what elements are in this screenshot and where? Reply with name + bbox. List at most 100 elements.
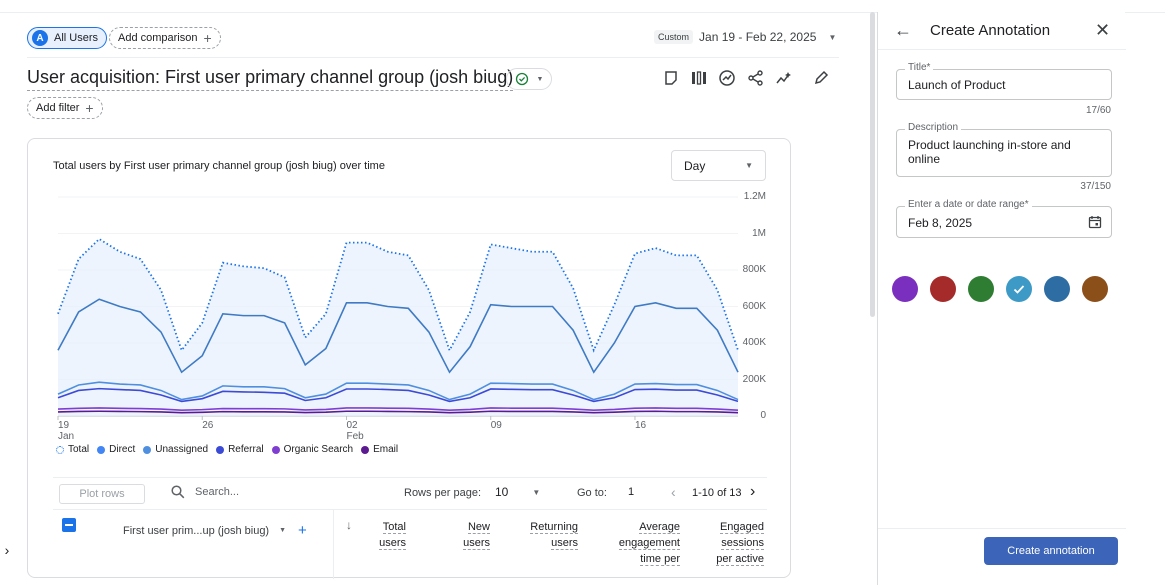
table-search[interactable]: Search... <box>171 485 239 499</box>
y-tick-label: 400K <box>742 337 766 348</box>
top-divider <box>0 12 1165 13</box>
color-swatch-teal-selected[interactable] <box>1006 276 1032 302</box>
go-to-input[interactable]: 1 <box>628 486 635 498</box>
trend-spark-icon[interactable] <box>773 67 795 89</box>
x-tick-label: 26 <box>202 420 214 431</box>
add-filter-button[interactable]: Add filter + <box>27 97 103 119</box>
color-swatch-purple[interactable] <box>892 276 918 302</box>
y-tick-label: 200K <box>742 373 766 385</box>
legend-dot <box>271 445 280 454</box>
legend-label: Organic Search <box>283 444 354 455</box>
legend-item-organic-search[interactable]: Organic Search <box>271 444 354 455</box>
caret-down-icon: ▼ <box>532 487 541 497</box>
table-divider-top <box>53 477 767 478</box>
date-field[interactable]: Enter a date or date range* Feb 8, 2025 <box>896 199 1112 238</box>
y-tick-label: 0 <box>760 410 766 421</box>
description-field-label: Description <box>905 122 962 133</box>
create-annotation-label: Create annotation <box>1007 545 1095 557</box>
status-dropdown[interactable]: ▼ <box>506 68 552 90</box>
plus-icon: + <box>203 30 212 46</box>
col-avg-engagement[interactable]: Average engagement time per <box>618 521 680 566</box>
color-swatch-red[interactable] <box>930 276 956 302</box>
add-comparison-label: Add comparison <box>118 32 198 44</box>
calendar-icon[interactable] <box>1088 215 1102 229</box>
color-swatch-green[interactable] <box>968 276 994 302</box>
plot-rows-label: Plot rows <box>79 488 125 500</box>
line-chart <box>57 196 739 420</box>
panel-header-divider <box>878 49 1126 50</box>
close-icon[interactable]: ✕ <box>1095 20 1111 40</box>
date-input[interactable]: Feb 8, 2025 <box>908 216 973 230</box>
col-new-users[interactable]: New users <box>463 521 490 550</box>
caret-down-icon: ▼ <box>828 32 837 42</box>
compare-icon[interactable] <box>688 67 710 89</box>
x-tick-label: 19 Jan <box>58 420 75 442</box>
description-counter: 37/150 <box>1080 181 1111 192</box>
header-divider <box>27 57 839 58</box>
legend-item-unassigned[interactable]: Unassigned <box>143 444 208 455</box>
select-all-checkbox[interactable] <box>62 518 76 532</box>
table-divider-mid <box>53 509 767 510</box>
rows-per-page-label: Rows per page: <box>404 487 482 499</box>
series-line-organic-search <box>57 407 739 411</box>
panel-title: Create Annotation <box>930 22 1051 39</box>
series-line-referral <box>57 387 739 403</box>
y-tick-label: 1.2M <box>743 191 766 202</box>
caret-down-icon: ▼ <box>745 161 753 170</box>
title-field[interactable]: Title* Launch of Product <box>896 62 1112 100</box>
segment-label: All Users <box>54 32 99 44</box>
expand-nav-icon[interactable]: › <box>4 542 10 558</box>
x-tick-label: 09 <box>490 420 502 431</box>
date-tag: Custom <box>654 30 694 44</box>
legend-dot <box>97 445 106 454</box>
plot-rows-button[interactable]: Plot rows <box>59 484 145 504</box>
main-scrollbar[interactable] <box>870 12 875 317</box>
legend-label: Referral <box>228 444 264 455</box>
series-line-direct <box>57 298 739 374</box>
edit-pencil-icon[interactable] <box>810 67 832 89</box>
legend-label: Total <box>68 444 90 455</box>
add-dimension-icon[interactable]: + <box>298 522 307 539</box>
caret-down-icon: ▼ <box>279 527 287 534</box>
annotation-panel: ← Create Annotation ✕ Title* Launch of P… <box>877 12 1126 585</box>
rows-per-page-select[interactable]: 10 ▼ <box>495 485 540 499</box>
legend-item-direct[interactable]: Direct <box>97 444 135 455</box>
legend-item-total[interactable]: Total <box>56 444 89 455</box>
legend-item-referral[interactable]: Referral <box>216 444 264 455</box>
date-range-picker[interactable]: Custom Jan 19 - Feb 22, 2025 ▼ <box>654 30 836 44</box>
add-filter-label: Add filter <box>36 102 80 114</box>
granularity-select[interactable]: Day ▼ <box>671 150 766 181</box>
search-input[interactable]: Search... <box>195 486 240 498</box>
back-arrow-icon[interactable]: ← <box>894 20 912 40</box>
segment-badge: A <box>32 30 48 46</box>
date-field-label: Enter a date or date range* <box>905 199 1032 210</box>
title-input[interactable]: Launch of Product <box>908 78 1006 92</box>
title-counter: 17/60 <box>1085 105 1111 116</box>
search-icon <box>171 485 185 499</box>
next-page-icon[interactable]: › <box>750 483 756 500</box>
sort-down-icon[interactable]: ↓ <box>346 518 352 532</box>
legend-item-email[interactable]: Email <box>361 444 398 455</box>
add-comparison-button[interactable]: Add comparison + <box>109 27 221 49</box>
insights-icon[interactable] <box>716 67 738 89</box>
col-engaged-sessions[interactable]: Engaged sessions per active <box>716 521 764 566</box>
column-divider <box>333 510 334 579</box>
share-icon[interactable] <box>745 67 767 89</box>
color-swatch-brown[interactable] <box>1082 276 1108 302</box>
chart-card: Total users by First user primary channe… <box>27 138 791 579</box>
legend-dot <box>56 445 64 454</box>
caret-down-icon: ▼ <box>536 75 544 83</box>
y-tick-label: 1M <box>752 227 766 239</box>
description-field[interactable]: Description Product launching in-store a… <box>896 122 1112 177</box>
col-total-users[interactable]: Total users <box>379 521 406 550</box>
chart-legend: Total Direct Unassigned Referral Organic Sea… <box>56 444 406 455</box>
color-swatch-blue[interactable] <box>1044 276 1070 302</box>
description-input[interactable]: Product launching in-store and online <box>908 138 1071 166</box>
segment-chip-all-users[interactable]: A All Users <box>27 27 108 49</box>
annotation-icon[interactable] <box>660 67 682 89</box>
col-returning-users[interactable]: Returning users <box>530 521 578 550</box>
dimension-selector[interactable]: First user prim...up (josh biug) ▼ + <box>123 522 307 539</box>
prev-page-icon[interactable]: ‹ <box>671 484 676 500</box>
legend-dot <box>216 445 225 454</box>
create-annotation-button[interactable]: Create annotation <box>984 537 1118 565</box>
